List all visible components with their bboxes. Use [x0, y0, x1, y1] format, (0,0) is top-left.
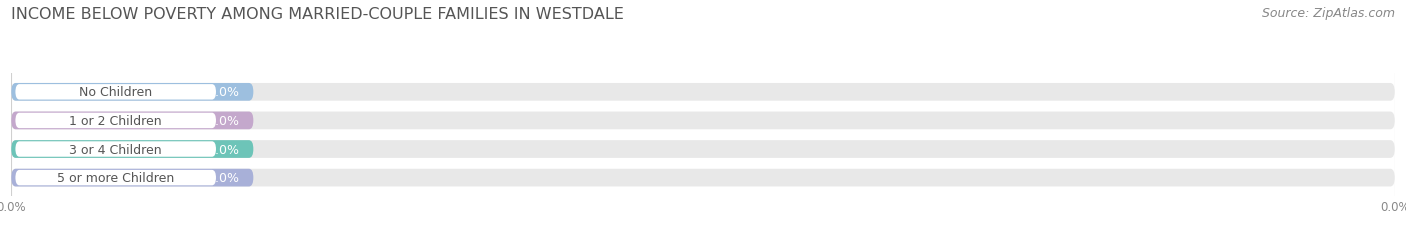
FancyBboxPatch shape	[11, 84, 1395, 101]
FancyBboxPatch shape	[11, 112, 253, 130]
FancyBboxPatch shape	[11, 140, 253, 158]
FancyBboxPatch shape	[11, 169, 1395, 187]
FancyBboxPatch shape	[11, 169, 253, 187]
FancyBboxPatch shape	[15, 142, 217, 157]
Text: 1 or 2 Children: 1 or 2 Children	[69, 114, 162, 127]
Text: INCOME BELOW POVERTY AMONG MARRIED-COUPLE FAMILIES IN WESTDALE: INCOME BELOW POVERTY AMONG MARRIED-COUPL…	[11, 7, 624, 22]
Text: 5 or more Children: 5 or more Children	[58, 171, 174, 184]
Text: No Children: No Children	[79, 86, 152, 99]
FancyBboxPatch shape	[11, 140, 1395, 158]
FancyBboxPatch shape	[15, 113, 217, 129]
FancyBboxPatch shape	[15, 85, 217, 100]
Text: 0.0%: 0.0%	[208, 143, 239, 156]
FancyBboxPatch shape	[11, 112, 1395, 130]
FancyBboxPatch shape	[15, 170, 217, 185]
FancyBboxPatch shape	[11, 84, 253, 101]
Text: 3 or 4 Children: 3 or 4 Children	[69, 143, 162, 156]
Text: 0.0%: 0.0%	[208, 171, 239, 184]
Text: 0.0%: 0.0%	[208, 86, 239, 99]
Text: Source: ZipAtlas.com: Source: ZipAtlas.com	[1261, 7, 1395, 20]
Text: 0.0%: 0.0%	[208, 114, 239, 127]
